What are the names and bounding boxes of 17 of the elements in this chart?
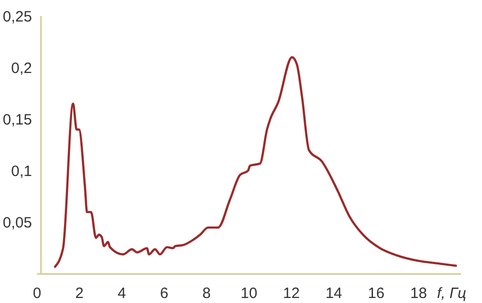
x-tick-label: 6 [160, 285, 168, 302]
line-series [54, 56, 458, 268]
x-tick-label: 8 [202, 285, 211, 302]
x-tick-label: 18 [410, 285, 427, 302]
x-tick-label: 16 [368, 285, 385, 302]
x-tick-label: 2 [75, 285, 84, 302]
x-axis-title: f, Гц [437, 285, 467, 302]
y-tick-label: 0,15 [2, 111, 32, 128]
x-tick-label: 10 [240, 285, 258, 302]
x-tick-label: 0 [32, 285, 42, 302]
y-tick-label: 0,05 [2, 214, 32, 232]
x-tick-label: 4 [118, 285, 126, 302]
x-tick-label: 14 [325, 285, 342, 302]
y-tick-label: 0,1 [11, 163, 32, 180]
y-tick-label: 0,2 [11, 60, 32, 77]
x-tick-label: 12 [283, 285, 300, 302]
y-tick-label: 0,25 [2, 8, 32, 26]
